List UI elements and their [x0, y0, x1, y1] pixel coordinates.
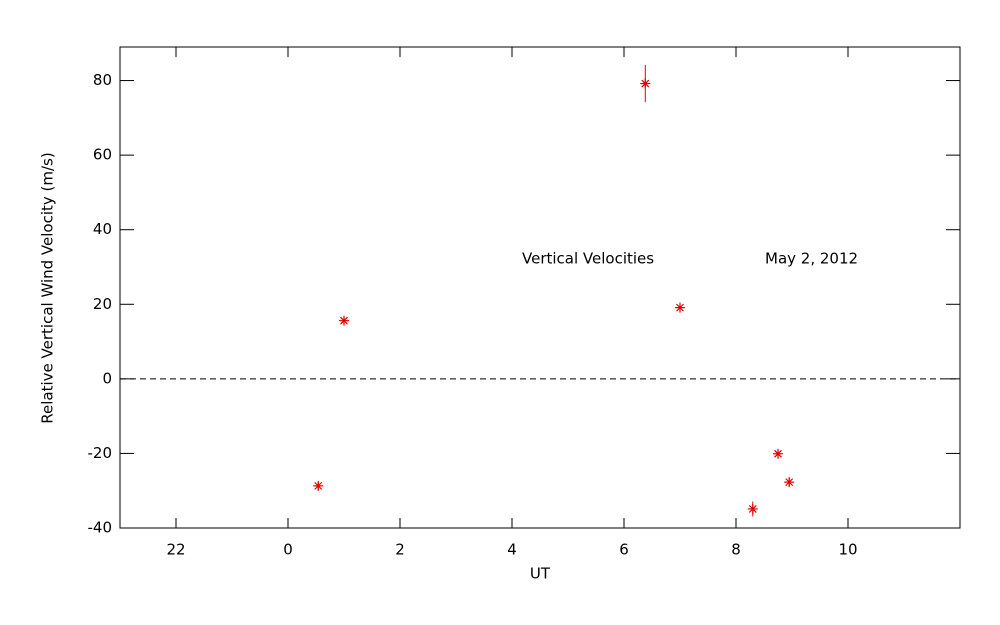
y-tick-label: 0: [102, 369, 112, 387]
annotation: May 2, 2012: [765, 250, 858, 268]
x-tick-label: 8: [731, 541, 741, 559]
y-tick-label: 60: [93, 146, 112, 164]
point: [313, 480, 324, 491]
plot-frame: [119, 46, 961, 529]
y-tick-label: 20: [93, 295, 112, 313]
y-tick-label: 40: [93, 220, 112, 238]
x-axis-label: UT: [530, 565, 551, 583]
y-tick-label: 80: [93, 71, 112, 89]
x-tick-label: 4: [507, 541, 517, 559]
x-tick-label: 2: [395, 541, 405, 559]
annotation: Vertical Velocities: [522, 250, 654, 268]
x-tick-label: 6: [619, 541, 629, 559]
point: [784, 477, 795, 488]
x-tick-label: 22: [166, 541, 185, 559]
point: [773, 448, 783, 459]
point: [640, 78, 651, 89]
x-tick-label: 10: [838, 541, 857, 559]
point: [675, 302, 685, 313]
y-tick-label: -20: [88, 444, 113, 462]
x-tick-label: 0: [283, 541, 293, 559]
y-axis-label: Relative Vertical Wind Velocity (m/s): [39, 152, 57, 423]
y-tick-label: -40: [88, 519, 113, 537]
point: [339, 315, 349, 326]
point: [747, 503, 758, 514]
